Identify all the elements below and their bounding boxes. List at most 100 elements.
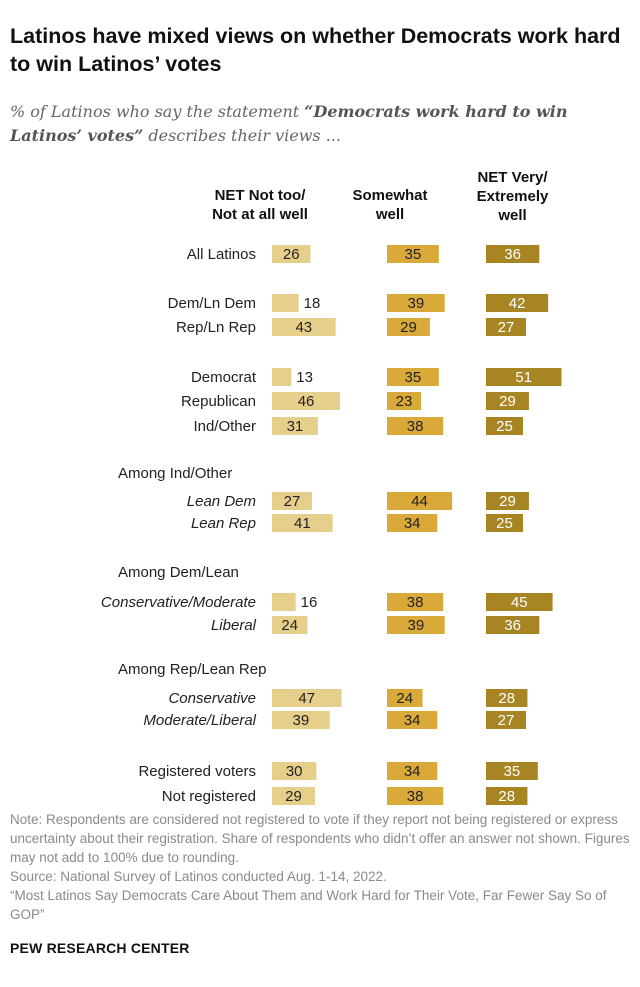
bar [272,689,342,707]
data-label: 16 [301,594,318,611]
bar [486,245,540,263]
data-label: 26 [283,246,300,263]
data-label: 29 [400,319,417,336]
pew-research-logo: PEW RESEARCH CENTER [10,940,190,956]
row-label: Conservative/Moderate [101,594,256,611]
bar [387,368,439,386]
bar [486,514,523,532]
row-label: Conservative [168,690,256,707]
data-label: 27 [498,319,515,336]
data-label: 30 [286,763,303,780]
bar [272,245,311,263]
data-label: 38 [407,418,424,435]
data-label: 38 [407,594,424,611]
bar [272,787,315,805]
bar [387,417,444,435]
data-label: 13 [296,369,313,386]
row-label: Moderate/Liberal [143,712,256,729]
bar [272,593,296,611]
bar [387,392,422,410]
chart-subtitle: % of Latinos who say the statement “Demo… [10,100,610,148]
row-label: Republican [181,393,256,410]
bar [387,711,438,729]
data-label: 34 [404,763,421,780]
bar [387,514,438,532]
data-label: 44 [411,493,428,510]
bar [387,294,445,312]
bar [272,368,292,386]
bar [272,318,336,336]
data-label: 28 [498,788,515,805]
data-label: 42 [509,295,526,312]
data-label: 31 [287,418,304,435]
group-heading: Among Ind/Other [118,465,232,482]
data-label: 29 [499,393,516,410]
bar [387,245,439,263]
data-label: 34 [404,712,421,729]
bar [387,318,430,336]
chart-title: Latinos have mixed views on whether Demo… [10,24,621,76]
bar [486,593,553,611]
column-header-somewhat: Somewhat well [352,187,428,223]
bar [486,787,528,805]
bar-chart: Among Ind/Other Among Dem/Lean Among Rep/L… [101,245,562,805]
data-label: 46 [298,393,315,410]
bar [272,294,299,312]
bar [272,492,312,510]
bar [486,294,549,312]
bar [272,514,333,532]
row-label: Rep/Ln Rep [176,319,256,336]
data-label: 34 [404,515,421,532]
row-label: Registered voters [138,763,256,780]
data-label: 47 [298,690,315,707]
bar [387,492,453,510]
bar [387,616,445,634]
data-label: 27 [284,493,301,510]
data-label: 29 [285,788,302,805]
data-label: 24 [281,617,298,634]
bar [272,711,330,729]
group-heading: Among Dem/Lean [118,564,239,581]
data-label: 25 [496,418,513,435]
bar [486,368,562,386]
bar [486,318,526,336]
column-header-not-well: NET Not too/Not at all well [212,187,308,223]
bar [486,392,529,410]
data-label: 38 [407,788,424,805]
row-label: Democrat [191,369,257,386]
data-label: 43 [295,319,312,336]
row-label: Ind/Other [193,418,256,435]
data-label: 28 [498,690,515,707]
bar [486,616,540,634]
data-label: 36 [504,617,521,634]
bar [387,787,444,805]
bar [486,711,526,729]
data-label: 45 [511,594,528,611]
subtitle-quote: “Democrats work hard to win Latinos’ vot… [10,102,568,145]
subtitle-pre: % of Latinos who say the statement [10,102,305,121]
data-label: 18 [304,295,321,312]
data-label: 41 [294,515,311,532]
data-label: 35 [504,763,521,780]
report-title: “Most Latinos Say Democrats Care About T… [10,888,607,922]
data-label: 51 [515,369,532,386]
data-label: 35 [405,246,422,263]
group-heading: Among Rep/Lean Rep [118,661,266,678]
data-label: 24 [396,690,413,707]
row-label: Lean Dem [187,493,256,510]
bar [272,392,341,410]
data-label: 23 [396,393,413,410]
data-label: 39 [408,617,425,634]
row-label: Dem/Ln Dem [168,295,256,312]
bar [387,689,423,707]
data-label: 27 [498,712,515,729]
subtitle-post: describes their views ... [143,126,341,145]
data-label: 39 [408,295,425,312]
bar [387,762,438,780]
data-label: 25 [496,515,513,532]
bar [387,593,444,611]
bar [272,417,318,435]
row-label: Lean Rep [191,515,256,532]
bar [486,417,523,435]
row-label: Not registered [162,788,256,805]
